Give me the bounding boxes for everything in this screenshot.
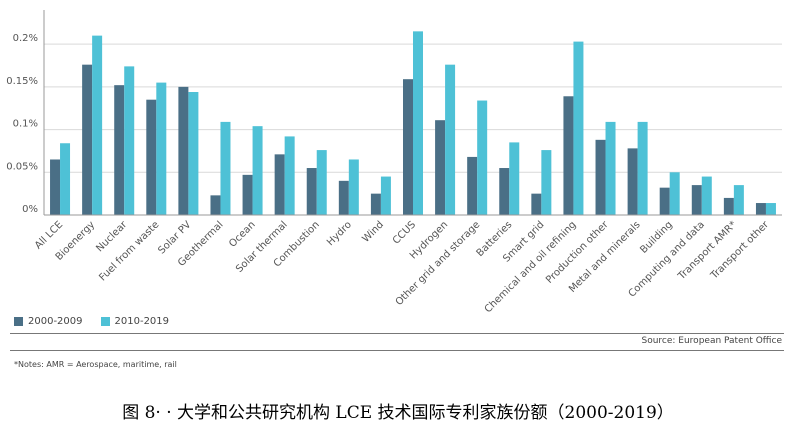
bar-2010-2019-chemical-and-oil-refining (573, 41, 584, 215)
bar-2010-2019-solar-thermal (284, 136, 295, 215)
bar-2000-2009-geothermal (210, 195, 221, 215)
bar-2000-2009-transport-other (755, 203, 766, 215)
bar-2000-2009-solar-pv (178, 86, 189, 215)
y-tick-label-2: 0.1% (13, 119, 38, 130)
footnote: *Notes: AMR = Aerospace, maritime, rail (14, 360, 177, 369)
bar-2000-2009-smart-grid (531, 193, 542, 215)
x-tick-label-ccus: CCUS (391, 219, 418, 246)
bar-2010-2019-ocean (252, 126, 263, 215)
bar-2000-2009-ocean (242, 174, 253, 215)
legend-item-2010-2019: 2010-2019 (100, 316, 170, 327)
bar-2000-2009-ccus (403, 79, 413, 215)
legend-label-2010-2019: 2010-2019 (114, 316, 170, 327)
bar-2000-2009-other-grid-and-storage (467, 156, 478, 215)
y-tick-label-4: 0.2% (13, 33, 38, 44)
x-tick-label-wind: Wind (360, 219, 386, 245)
y-tick-label-1: 0.05% (6, 161, 38, 172)
x-tick-label-hydro: Hydro (325, 219, 354, 248)
bar-2000-2009-combustion (306, 168, 317, 215)
bar-2010-2019-nuclear (124, 66, 135, 215)
bar-2000-2009-solar-thermal (274, 154, 285, 215)
bar-2010-2019-bioenergy (92, 35, 103, 215)
bar-2000-2009-wind (370, 193, 381, 215)
bar-2000-2009-metal-and-minerals (627, 148, 638, 215)
bar-2010-2019-geothermal (220, 121, 231, 215)
bar-2000-2009-batteries (499, 168, 510, 215)
bar-2010-2019-ccus (413, 31, 423, 215)
bar-2000-2009-building (659, 187, 670, 215)
bar-2000-2009-chemical-and-oil-refining (563, 96, 574, 215)
bar-2010-2019-combustion (316, 150, 327, 215)
bar-2010-2019-metal-and-minerals (637, 121, 648, 215)
bar-2000-2009-transport-amr (723, 197, 734, 215)
y-tick-label-0: 0% (22, 204, 38, 215)
bar-2000-2009-hydro (338, 180, 349, 215)
x-tick-label-all-lce: All LCE (33, 219, 65, 251)
bar-2000-2009-nuclear (114, 85, 125, 216)
bar-2000-2009-fuel-from-waste (146, 99, 157, 215)
x-tick-label-ocean: Ocean (227, 219, 257, 249)
bar-2010-2019-hydro (348, 159, 359, 215)
bar-2010-2019-fuel-from-waste (156, 82, 167, 216)
bar-2000-2009-hydrogen (435, 120, 446, 215)
bar-2010-2019-smart-grid (541, 150, 552, 215)
y-tick-label-3: 0.15% (6, 76, 38, 87)
legend-label-2000-2009: 2000-2009 (28, 316, 83, 327)
bar-2010-2019-other-grid-and-storage (477, 100, 488, 215)
x-tick-label-transport-other: Transport other (708, 219, 771, 282)
legend-swatch-2010-2019 (100, 317, 110, 326)
bar-2000-2009-all-lce (50, 159, 61, 215)
figure-caption: 图 8· · 大学和公共研究机构 LCE 技术国际专利家族份额（2000-201… (122, 403, 674, 423)
source-note: Source: European Patent Office (641, 336, 782, 346)
bar-2000-2009-production-other (595, 139, 606, 215)
bar-2010-2019-computing-and-data (701, 176, 712, 215)
bar-2010-2019-solar-pv (188, 92, 199, 215)
bar-2000-2009-bioenergy (82, 64, 93, 216)
bar-2010-2019-all-lce (60, 143, 71, 215)
bar-2010-2019-batteries (509, 142, 520, 215)
x-tick-label-transport-amr: Transport AMR* (676, 219, 739, 282)
bar-2010-2019-transport-amr (733, 185, 744, 215)
bar-2010-2019-production-other (605, 121, 616, 215)
bar-2000-2009-computing-and-data (691, 185, 702, 215)
legend-item-2000-2009: 2000-2009 (14, 316, 83, 327)
bar-2010-2019-building (669, 172, 680, 215)
bar-2010-2019-hydrogen (445, 64, 456, 216)
bar-2010-2019-wind (380, 176, 391, 215)
bar-2010-2019-transport-other (765, 203, 776, 215)
chart-legend: 2000-2009 2010-2019 (14, 316, 169, 327)
divider-bottom (10, 350, 784, 351)
bar-chart: 0%0.05%0.1%0.15%0.2%All LCEBioenergyNucl… (6, 10, 782, 312)
divider-top (10, 333, 784, 334)
legend-swatch-2000-2009 (14, 317, 23, 326)
x-tick-label-fuel-from-waste: Fuel from waste (97, 219, 161, 283)
